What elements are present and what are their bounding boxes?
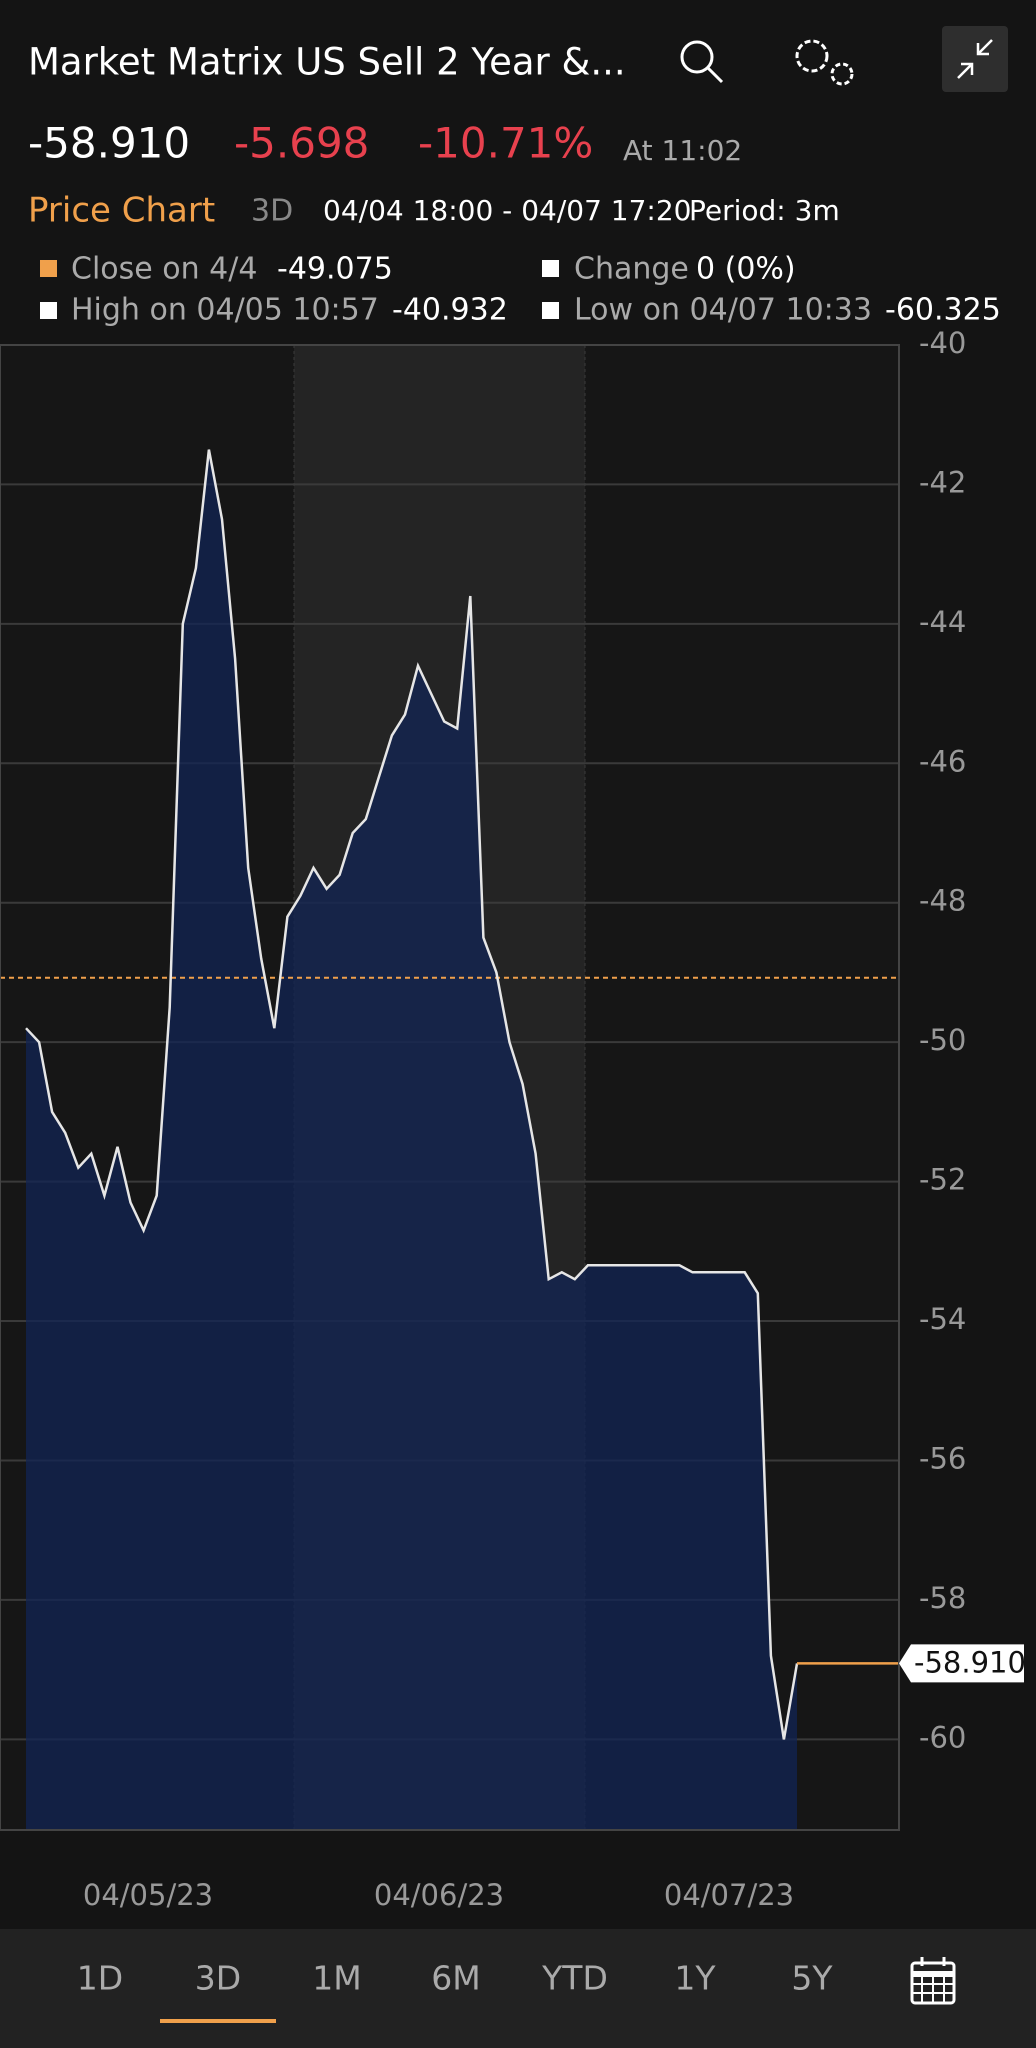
area	[26, 449, 797, 1831]
range-label: 3D	[251, 194, 293, 229]
tabs: 1D 3D 1M 6M YTD 1Y 5Y	[77, 1959, 833, 2023]
date-range: 04/04 18:00 - 04/07 17:20	[323, 194, 691, 227]
tab[interactable]: 6M	[431, 1959, 480, 1998]
x-tick-label: 04/07/23	[664, 1878, 794, 1912]
y-tick-label: -50	[919, 1023, 966, 1057]
legend-swatch	[40, 302, 57, 319]
price-line	[25, 449, 799, 1740]
plot	[0, 449, 899, 1831]
last-price-callout	[899, 1644, 1024, 1683]
price-change: -5.698	[234, 119, 369, 168]
price: -58.910	[28, 119, 190, 168]
y-tick-label: -60	[919, 1720, 966, 1754]
period: Period: 3m	[689, 194, 840, 227]
legend-swatch	[542, 260, 559, 277]
tab[interactable]: 1D	[77, 1959, 123, 1998]
y-tick-label: -58	[919, 1581, 966, 1615]
tab-bar	[0, 1929, 1036, 2048]
legend-value: -60.325	[885, 293, 1001, 328]
legend-label: Change	[574, 252, 689, 287]
time: At 11:02	[623, 134, 742, 167]
search-icon[interactable]	[680, 40, 724, 84]
x-tick-label: 04/05/23	[83, 1878, 213, 1912]
y-tick-label: -48	[919, 884, 966, 918]
last-price-label: -58.910	[914, 1645, 1026, 1679]
legend-value: 0 (0%)	[696, 252, 796, 287]
tab[interactable]: 3D	[195, 1959, 241, 1998]
plot-frame	[0, 344, 900, 1831]
axes: -60 -58 -56 -54 -52 -50 -48 -46 -44 -42 -40 04/05/2…	[83, 326, 1026, 1912]
legend-label: Low on 04/07 10:33	[574, 293, 872, 328]
legend-label: Close on 4/4	[71, 252, 257, 287]
y-tick-label: -56	[919, 1441, 966, 1475]
price-chart-label: Price Chart	[28, 191, 215, 231]
tab[interactable]: 1M	[312, 1959, 361, 1998]
y-tick-label: -40	[919, 326, 966, 360]
y-tick-label: -42	[919, 465, 966, 499]
x-tick-label: 04/06/23	[374, 1878, 504, 1912]
tab[interactable]: YTD	[541, 1959, 608, 1998]
price-change-pct: -10.71%	[418, 119, 593, 168]
settings-icon[interactable]	[795, 39, 854, 86]
y-tick-label: -52	[919, 1163, 966, 1197]
tab-indicator	[160, 2019, 276, 2023]
legend-swatch	[542, 302, 559, 319]
y-tick-label: -54	[919, 1302, 966, 1336]
legend-value: -40.932	[392, 293, 508, 328]
y-tick-label: -44	[919, 605, 966, 639]
legend-value: -49.075	[277, 252, 393, 287]
title: Market Matrix US Sell 2 Year &...	[28, 41, 626, 84]
tab[interactable]: 1Y	[674, 1959, 716, 1998]
collapse-button[interactable]	[942, 26, 1008, 92]
y-tick-label: -46	[919, 744, 966, 778]
legend-swatch	[40, 260, 57, 277]
tab[interactable]: 5Y	[791, 1959, 833, 1998]
calendar-icon[interactable]	[910, 1957, 956, 2005]
legend-label: High on 04/05 10:57	[71, 293, 379, 328]
